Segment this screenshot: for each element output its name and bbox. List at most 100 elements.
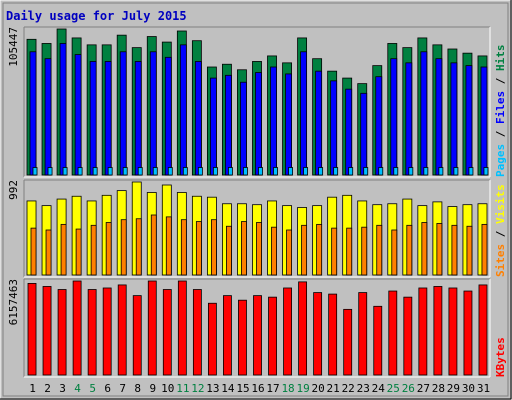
panel-top-day-10 (161, 41, 173, 176)
panel-middle-max-label: 992 (7, 180, 20, 200)
files-bar (104, 61, 112, 176)
files-bar (390, 58, 398, 176)
kbytes-bar (42, 286, 52, 376)
panel-middle-day-14 (222, 203, 232, 276)
panel-bottom-day-19 (298, 281, 308, 376)
files-bar (360, 92, 368, 176)
kbytes-bar (27, 283, 37, 376)
kbytes-bar (238, 299, 247, 376)
kbytes-bar (253, 295, 262, 376)
sites-bar (30, 227, 37, 276)
pages-bar (228, 167, 233, 176)
legend-pages: Pages (494, 144, 507, 177)
files-bar (435, 58, 443, 176)
sites-bar (421, 222, 428, 276)
sites-bar (331, 227, 338, 276)
sites-bar (45, 229, 52, 276)
panel-bottom-day-8 (132, 295, 142, 376)
pages-bar (333, 167, 339, 176)
panel-top-day-7 (116, 34, 128, 176)
panel-middle-day-12 (191, 195, 202, 276)
legend-sites: Sites (494, 244, 507, 277)
panel-middle-day-6 (101, 194, 112, 276)
sites-bar (90, 224, 97, 276)
sites-bar (346, 227, 353, 276)
panel-middle-day-15 (237, 203, 247, 276)
sites-bar (271, 226, 277, 276)
kbytes-bar (207, 302, 217, 376)
panel-middle-day-29 (447, 206, 458, 276)
sites-bar (481, 223, 488, 276)
panel-middle-day-27 (417, 205, 428, 276)
panel-bottom-day-28 (433, 286, 443, 376)
pages-bar (212, 167, 218, 176)
panel-top-day-11 (176, 30, 188, 176)
chart-panels: 105447 Pages / Files / Hits 992 Sites / Vis… (7, 26, 507, 378)
pages-bar (167, 167, 173, 176)
sites-bar (120, 219, 127, 276)
files-bar (255, 72, 262, 176)
files-bar (74, 54, 82, 176)
legend-kbytes: KBytes (494, 337, 507, 377)
legend-separator: / (494, 224, 507, 244)
panel-middle-day-23 (357, 200, 368, 276)
kbytes-bar (87, 289, 97, 376)
x-tick-label-9: 9 (149, 382, 156, 395)
x-tick-label-28: 28 (432, 382, 445, 395)
sites-bar (286, 229, 292, 276)
panel-middle-day-19 (297, 207, 308, 276)
panel-bottom-day-3 (57, 289, 67, 376)
sites-bar (105, 222, 112, 276)
panel-bottom-day-4 (72, 280, 82, 376)
panel-top-day-16 (252, 61, 263, 176)
pages-bar (137, 167, 143, 176)
panel-top-day-17 (267, 55, 278, 176)
pages-bar (32, 167, 38, 176)
panel-top-day-9 (146, 36, 158, 176)
sites-bar (180, 219, 187, 276)
kbytes-bar (343, 308, 353, 376)
panel-top-day-2 (41, 43, 53, 176)
kbytes-bar (463, 290, 473, 376)
files-bar (119, 51, 127, 176)
panel-middle-day-21 (327, 196, 338, 276)
panel-bottom-day-25 (388, 290, 398, 376)
panel-top-day-21 (327, 70, 339, 176)
files-bar (194, 61, 202, 176)
panel-middle-day-24 (372, 204, 383, 276)
panel-top-day-8 (131, 47, 143, 176)
sites-bar (195, 221, 202, 276)
panel-middle-legend: Sites / Visits (494, 184, 507, 277)
x-tick-label-27: 27 (417, 382, 430, 395)
pages-bar (363, 167, 369, 176)
sites-bar (316, 223, 323, 276)
panel-top-day-14 (222, 63, 233, 176)
sites-bar (60, 223, 67, 276)
panel-middle-day-26 (402, 198, 413, 276)
x-tick-label-2: 2 (44, 382, 51, 395)
panel-bottom-day-5 (87, 289, 97, 376)
kbytes-bar (313, 292, 323, 376)
x-tick-label-16: 16 (251, 382, 264, 395)
panel-bottom-day-24 (373, 305, 383, 376)
sites-bar (165, 216, 172, 276)
panel-top-day-30 (462, 52, 474, 176)
x-tick-label-13: 13 (206, 382, 219, 395)
kbytes-bar (102, 287, 112, 376)
panel-top-max-label: 105447 (7, 27, 20, 67)
panel-bottom-day-11 (177, 280, 187, 376)
panel-top-day-4 (71, 37, 83, 176)
panel-middle-day-1 (26, 200, 37, 276)
panel-bottom-day-22 (343, 308, 353, 376)
x-tick-label-14: 14 (221, 382, 235, 395)
panel-bottom-day-29 (448, 287, 458, 376)
x-tick-label-12: 12 (191, 382, 204, 395)
sites-bar (135, 218, 142, 276)
panel-bottom-day-21 (328, 293, 338, 376)
kbytes-bar (418, 287, 428, 376)
panel-bottom-day-17 (268, 296, 277, 376)
sites-bar (406, 224, 413, 276)
pages-bar (468, 167, 474, 176)
files-bar (285, 73, 292, 176)
panel-middle-day-10 (161, 184, 172, 276)
